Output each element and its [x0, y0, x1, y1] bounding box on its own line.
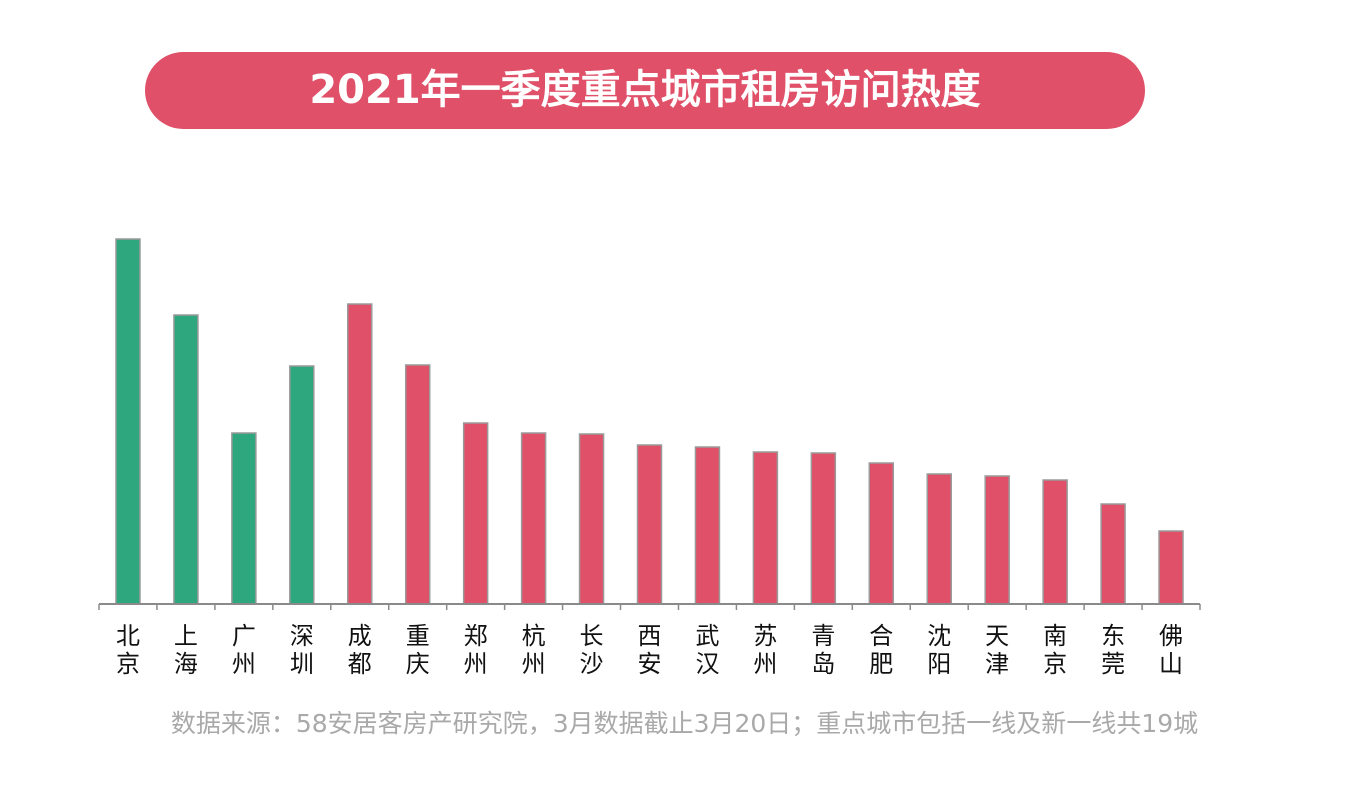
x-tick-label: 合肥	[869, 622, 894, 678]
x-tick-label: 成都	[347, 622, 372, 678]
bar	[694, 446, 721, 605]
x-tick-label: 杭州	[521, 622, 546, 678]
x-tick-label: 东莞	[1101, 622, 1126, 678]
bar	[926, 473, 952, 605]
x-tick-label: 广州	[231, 622, 256, 678]
source-note: 数据来源：58安居客房产研究院，3月数据截止3月20日；重点城市包括一线及新一线…	[170, 709, 1199, 738]
bar	[520, 432, 547, 605]
x-tick-label: 苏州	[753, 622, 778, 678]
x-tick-label: 深圳	[289, 622, 314, 678]
chart-title: 2021年一季度重点城市租房访问热度	[145, 52, 1145, 129]
bar	[636, 444, 663, 605]
x-tick-label: 武汉	[695, 622, 720, 678]
bar	[752, 451, 779, 605]
x-tick-label: 沈阳	[927, 622, 952, 678]
bar	[462, 422, 489, 605]
x-tick-label: 西安	[637, 622, 662, 678]
bar	[1158, 530, 1184, 605]
bar	[173, 314, 199, 605]
bar	[1042, 479, 1068, 605]
x-tick-label: 青岛	[811, 622, 836, 678]
bar	[578, 433, 605, 605]
bar	[347, 303, 373, 605]
bar	[115, 238, 141, 605]
x-tick-label: 上海	[173, 622, 198, 678]
x-tick-label: 北京	[115, 622, 140, 678]
x-tick-label: 长沙	[579, 622, 604, 678]
bar	[810, 452, 837, 605]
x-tick-label: 佛山	[1159, 622, 1184, 678]
bar	[231, 432, 257, 605]
x-tick-label: 郑州	[463, 622, 488, 678]
x-tick-label: 天津	[985, 622, 1010, 678]
bar	[1100, 503, 1126, 605]
bar	[289, 365, 315, 605]
bar	[868, 462, 895, 605]
x-tick-label: 重庆	[405, 622, 430, 678]
bar	[984, 475, 1010, 605]
bar	[404, 364, 431, 605]
x-tick-label: 南京	[1043, 622, 1068, 678]
